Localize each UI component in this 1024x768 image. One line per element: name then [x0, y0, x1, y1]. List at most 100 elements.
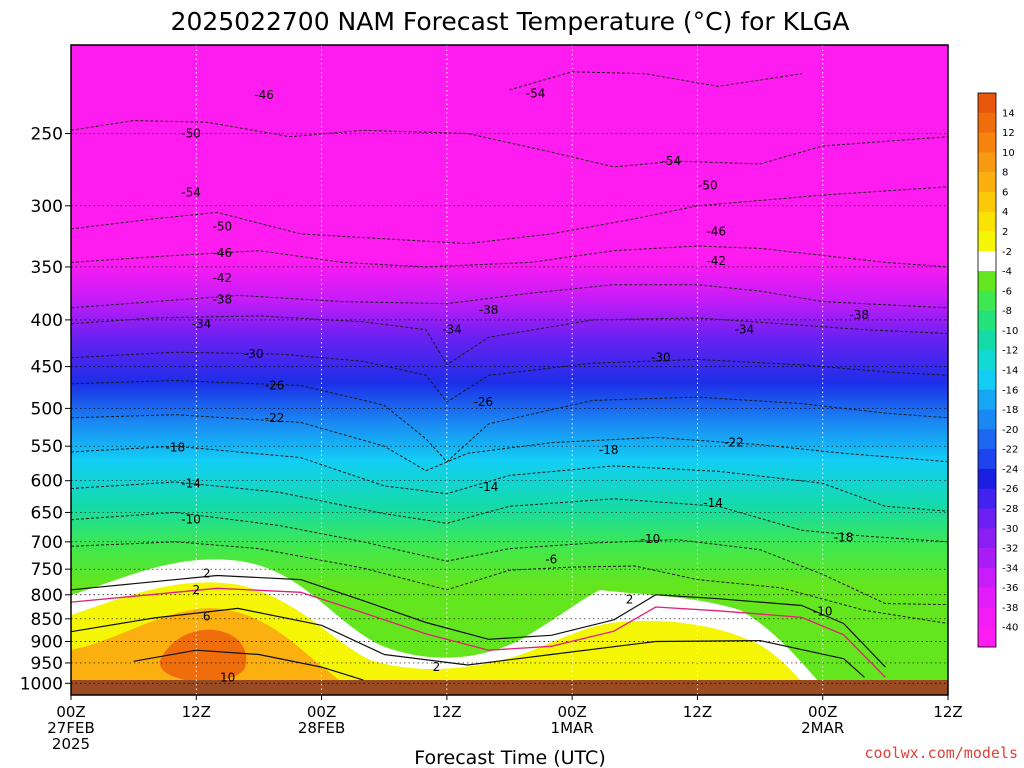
colorbar-tick-label: -30 [1002, 524, 1018, 535]
colorbar-swatch [978, 370, 996, 391]
plot-area: -54-54-54-50-50-50-46-46-46-42-42-38-38-… [71, 45, 948, 695]
colorbar-tick-label: -10 [1002, 326, 1018, 337]
colorbar-swatch [978, 231, 996, 252]
isotherm-label: -46 [706, 224, 726, 238]
plot-frame [70, 44, 949, 696]
grid-lines [71, 45, 948, 695]
ytick-label-350: 350 [31, 258, 63, 278]
isotherm-label: -22 [265, 411, 285, 425]
colorbar-swatch [978, 112, 996, 133]
isotherm-label: -14 [181, 476, 201, 490]
colorbar-swatch [978, 290, 996, 311]
isotherm-minus6 [71, 541, 948, 624]
isotherm-label: -42 [213, 271, 233, 285]
colorbar-tick-label: -12 [1002, 346, 1018, 357]
isotherm-label: -54 [181, 185, 201, 199]
isotherm-label: -34 [442, 323, 462, 337]
xtick-label: 12Z [182, 703, 211, 721]
xtick-label: 12Z [933, 703, 962, 721]
colorbar-swatch [978, 310, 996, 331]
isotherm-label: -54 [526, 86, 546, 100]
ytick-label-900: 900 [31, 632, 63, 652]
xtick-label: 00Z [56, 703, 85, 721]
colorbar-swatch [978, 449, 996, 470]
colorbar-tick-label: -24 [1002, 464, 1018, 475]
colorbar-tick-label: -2 [1002, 247, 1012, 258]
isotherm-label: 2 [433, 660, 441, 674]
colorbar-tick-label: 10 [1002, 148, 1015, 159]
chart-title: 2025022700 NAM Forecast Temperature (°C)… [171, 7, 850, 36]
isotherm-minus30 [71, 351, 948, 403]
ytick-label-450: 450 [31, 358, 63, 378]
colorbar-swatch [978, 152, 996, 173]
xtick-label: 00Z [808, 703, 837, 721]
xtick-label: 2MAR [801, 719, 844, 737]
colorbar-swatch [978, 350, 996, 371]
ytick-label-500: 500 [31, 399, 63, 419]
isotherm-label: -34 [735, 323, 755, 337]
isotherm-minus22 [71, 414, 948, 472]
isotherm-minus34 [71, 315, 948, 366]
ytick-label-650: 650 [31, 503, 63, 523]
colorbar-swatch [978, 251, 996, 272]
isotherm-label: 2 [192, 583, 200, 597]
colorbar-swatch [978, 468, 996, 490]
isotherm-label: -26 [474, 395, 494, 409]
isotherm-label: -14 [703, 496, 723, 510]
colorbar-tick-label: 6 [1002, 187, 1008, 198]
isotherm-label: -54 [662, 154, 682, 168]
isotherm-contours [71, 71, 948, 681]
ytick-label-700: 700 [31, 533, 63, 553]
isotherm-label: -10 [813, 604, 833, 618]
colorbar-tick-label: -20 [1002, 425, 1018, 436]
isotherm-label: 2 [203, 566, 211, 580]
colorbar-tick-label: 14 [1002, 108, 1015, 119]
colorbar-swatch [978, 211, 996, 232]
ytick-label-600: 600 [31, 472, 63, 492]
y-axis-ticks: 2503003504004505005506006507007508008509… [20, 124, 71, 694]
colorbar-swatch [978, 508, 996, 529]
colorbar-swatch [978, 172, 996, 193]
isotherm-label: -6 [545, 553, 557, 567]
colorbar-tick-label: -18 [1002, 405, 1018, 416]
isotherm-minus46 [71, 186, 948, 245]
isotherm-minus10 [71, 511, 948, 606]
colorbar-tick-label: 12 [1002, 128, 1015, 139]
colorbar-tick-label: -26 [1002, 484, 1018, 495]
colorbar: 14 12 10 8 6 4 2 -2 -4 -6 -8 -10 -12 -14 -16 -18 -20 -22 -… [977, 92, 1018, 648]
isotherm-label: -38 [213, 293, 233, 307]
ytick-label-250: 250 [31, 124, 63, 144]
colorbar-swatch [978, 132, 996, 153]
isotherm-labels: -54-54-54-50-50-50-46-46-46-42-42-38-38-… [166, 86, 869, 684]
ytick-label-850: 850 [31, 610, 63, 630]
isotherm-label: -46 [254, 88, 274, 102]
isotherm-minus42 [71, 245, 948, 268]
colorbar-tick-label: -38 [1002, 603, 1018, 614]
isotherm-label: 6 [203, 609, 211, 623]
isotherm-6 [71, 607, 865, 678]
isotherm-minus50 [71, 120, 948, 168]
colorbar-swatch [978, 528, 996, 549]
isotherm-label: -10 [181, 513, 201, 527]
colorbar-tick-label: -32 [1002, 544, 1018, 555]
isotherm-label: -10 [641, 532, 661, 546]
ytick-label-750: 750 [31, 560, 63, 580]
ytick-label-950: 950 [31, 654, 63, 674]
colorbar-tick-label: -34 [1002, 563, 1018, 574]
colorbar-tick-label: 4 [1002, 207, 1008, 218]
colorbar-tick-label: -8 [1002, 306, 1012, 317]
colorbar-tick-label: -14 [1002, 366, 1018, 377]
colorbar-swatch [978, 607, 996, 628]
colorbar-tick-label: -28 [1002, 504, 1018, 515]
x-axis-label: Forecast Time (UTC) [414, 747, 605, 768]
ytick-label-300: 300 [31, 197, 63, 217]
isotherm-label: -30 [244, 347, 264, 361]
colorbar-swatch [978, 330, 996, 351]
isotherm-label: -46 [213, 246, 233, 260]
colorbar-swatch [978, 488, 996, 509]
isotherm-label: -14 [479, 480, 499, 494]
colorbar-swatch [978, 409, 996, 430]
isotherm-label: -30 [651, 351, 671, 365]
